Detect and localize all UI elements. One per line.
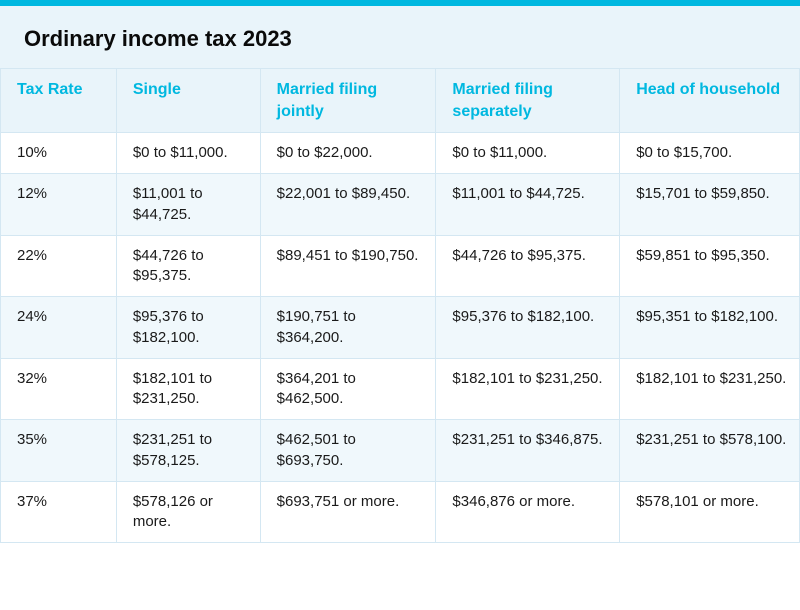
page-title: Ordinary income tax 2023 <box>0 6 800 68</box>
col-header: Married filing separately <box>436 69 620 133</box>
table-row: 37%$578,126 or more.$693,751 or more.$34… <box>1 481 800 543</box>
table-row: 10%$0 to $11,000.$0 to $22,000.$0 to $11… <box>1 133 800 174</box>
table-cell: $95,351 to $182,100. <box>620 297 800 359</box>
table-cell: $578,101 or more. <box>620 481 800 543</box>
table-cell: $364,201 to $462,500. <box>260 358 436 420</box>
table-row: 24%$95,376 to $182,100.$190,751 to $364,… <box>1 297 800 359</box>
table-body: 10%$0 to $11,000.$0 to $22,000.$0 to $11… <box>1 133 800 543</box>
col-header: Head of household <box>620 69 800 133</box>
table-cell: $231,251 to $346,875. <box>436 420 620 482</box>
table-cell: $44,726 to $95,375. <box>436 235 620 297</box>
table-cell: $15,701 to $59,850. <box>620 174 800 236</box>
table-cell: $182,101 to $231,250. <box>620 358 800 420</box>
tax-table: Tax Rate Single Married filing jointly M… <box>0 68 800 543</box>
table-cell: $22,001 to $89,450. <box>260 174 436 236</box>
table-row: 12%$11,001 to $44,725.$22,001 to $89,450… <box>1 174 800 236</box>
table-header: Tax Rate Single Married filing jointly M… <box>1 69 800 133</box>
col-header: Married filing jointly <box>260 69 436 133</box>
table-cell: $11,001 to $44,725. <box>116 174 260 236</box>
table-cell: 10% <box>1 133 117 174</box>
table-cell: $95,376 to $182,100. <box>436 297 620 359</box>
table-cell: $0 to $22,000. <box>260 133 436 174</box>
table-cell: $182,101 to $231,250. <box>436 358 620 420</box>
table-cell: $578,126 or more. <box>116 481 260 543</box>
table-cell: $11,001 to $44,725. <box>436 174 620 236</box>
table-cell: 24% <box>1 297 117 359</box>
col-header: Single <box>116 69 260 133</box>
table-cell: 12% <box>1 174 117 236</box>
table-row: 22%$44,726 to $95,375.$89,451 to $190,75… <box>1 235 800 297</box>
col-header: Tax Rate <box>1 69 117 133</box>
table-cell: $190,751 to $364,200. <box>260 297 436 359</box>
table-cell: $462,501 to $693,750. <box>260 420 436 482</box>
table-cell: 37% <box>1 481 117 543</box>
table-cell: $231,251 to $578,125. <box>116 420 260 482</box>
table-cell: $231,251 to $578,100. <box>620 420 800 482</box>
table-cell: $95,376 to $182,100. <box>116 297 260 359</box>
table-cell: $44,726 to $95,375. <box>116 235 260 297</box>
table-cell: $0 to $11,000. <box>116 133 260 174</box>
table-cell: 35% <box>1 420 117 482</box>
table-cell: $89,451 to $190,750. <box>260 235 436 297</box>
table-cell: $346,876 or more. <box>436 481 620 543</box>
table-cell: $182,101 to $231,250. <box>116 358 260 420</box>
table-cell: 32% <box>1 358 117 420</box>
table-row: 35%$231,251 to $578,125.$462,501 to $693… <box>1 420 800 482</box>
table-cell: $693,751 or more. <box>260 481 436 543</box>
table-cell: $0 to $15,700. <box>620 133 800 174</box>
table-cell: $0 to $11,000. <box>436 133 620 174</box>
table-cell: $59,851 to $95,350. <box>620 235 800 297</box>
table-cell: 22% <box>1 235 117 297</box>
table-row: 32%$182,101 to $231,250.$364,201 to $462… <box>1 358 800 420</box>
